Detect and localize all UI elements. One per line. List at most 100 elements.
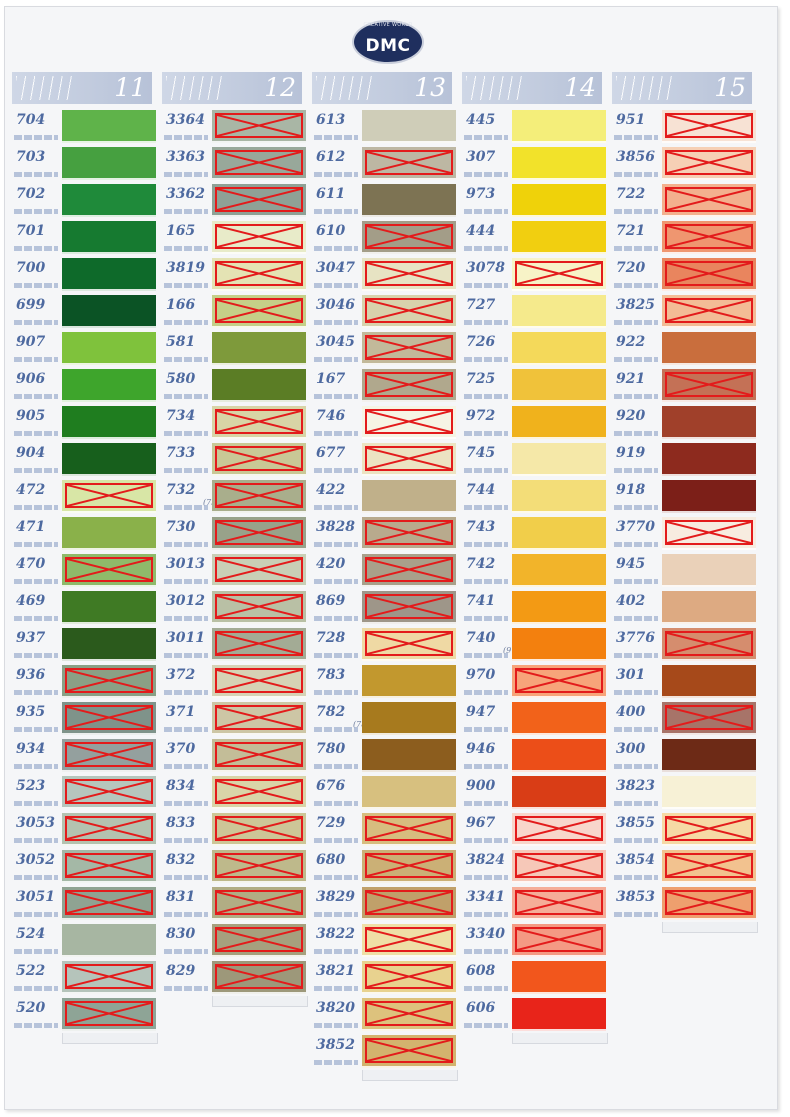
thread-swatch (62, 295, 156, 328)
crossed-out-mark (365, 853, 453, 878)
thread-swatch (362, 443, 456, 476)
row-marker (614, 209, 658, 214)
crossed-out-mark (215, 631, 303, 656)
swatch-row: 613 (312, 108, 456, 145)
row-marker (164, 172, 208, 177)
row-marker (614, 431, 658, 436)
swatch-row: 520 (12, 996, 156, 1033)
color-code: 3051 (16, 889, 55, 905)
row-marker (464, 875, 508, 880)
color-code: 744 (466, 482, 496, 498)
column-header: 15 (612, 72, 752, 104)
thread-swatch (512, 998, 606, 1031)
row-marker (464, 764, 508, 769)
column-header: 14 (462, 72, 602, 104)
swatch-row: 3828 (312, 515, 456, 552)
color-code: 3824 (466, 852, 505, 868)
color-code: 422 (316, 482, 346, 498)
color-code: 746 (316, 408, 346, 424)
thread-swatch (212, 221, 306, 254)
crossed-out-mark (65, 668, 153, 693)
crossed-out-mark (365, 927, 453, 952)
thread-swatch (512, 517, 606, 550)
color-code: 906 (16, 371, 46, 387)
swatch-row: 3341 (462, 885, 606, 922)
crossed-out-mark (365, 409, 453, 434)
color-code: 920 (616, 408, 646, 424)
row-marker (614, 616, 658, 621)
swatch-row: 3853 (612, 885, 756, 922)
swatch-row: 3340 (462, 922, 606, 959)
row-marker (464, 283, 508, 288)
thread-swatch (662, 332, 756, 365)
thread-swatch (62, 702, 156, 735)
thread-swatch (362, 258, 456, 291)
column-13: 13 613 612 611 610 3047 3046 3045 167 746 677 422 38… (312, 72, 458, 1081)
color-code: 613 (316, 112, 346, 128)
color-code: 946 (466, 741, 496, 757)
row-marker (14, 246, 58, 251)
column-12: 12 3364 3363 3362 165 3819 166 581 580 734 733 732(… (162, 72, 308, 1007)
color-code: 970 (466, 667, 496, 683)
crossed-out-mark (215, 224, 303, 249)
thread-swatch (512, 924, 606, 957)
swatch-row: 402 (612, 589, 756, 626)
color-code: 741 (466, 593, 496, 609)
color-code: 703 (16, 149, 46, 165)
swatch-row: 470 (12, 552, 156, 589)
swatch-row: 702 (12, 182, 156, 219)
crossed-out-mark (365, 261, 453, 286)
thread-swatch (362, 739, 456, 772)
swatch-row: 472 (12, 478, 156, 515)
row-marker (164, 653, 208, 658)
row-marker (614, 505, 658, 510)
row-marker (464, 801, 508, 806)
swatch-row: 3822 (312, 922, 456, 959)
color-code: 704 (16, 112, 46, 128)
swatch-row: 832 (162, 848, 306, 885)
thread-swatch (212, 591, 306, 624)
row-marker (164, 135, 208, 140)
swatch-row: 743 (462, 515, 606, 552)
swatch-row: 581 (162, 330, 306, 367)
color-code: 934 (16, 741, 46, 757)
row-marker (14, 912, 58, 917)
row-marker (14, 172, 58, 177)
crossed-out-mark (665, 113, 753, 138)
swatch-row: 445 (462, 108, 606, 145)
thread-swatch (62, 443, 156, 476)
crossed-out-mark (365, 446, 453, 471)
swatch-row: 3012 (162, 589, 306, 626)
row-marker (14, 764, 58, 769)
row-marker (164, 912, 208, 917)
thread-swatch (62, 887, 156, 920)
swatch-row: 947 (462, 700, 606, 737)
color-code: 782 (316, 704, 346, 720)
crossed-out-mark (65, 1001, 153, 1026)
crossed-out-mark (665, 372, 753, 397)
thread-swatch (662, 776, 756, 809)
row-marker (14, 875, 58, 880)
thread-swatch (62, 184, 156, 217)
crossed-out-mark (215, 705, 303, 730)
crossed-out-mark (215, 557, 303, 582)
row-marker (614, 283, 658, 288)
swatch-row: 937 (12, 626, 156, 663)
thread-swatch (362, 702, 456, 735)
crossed-out-mark (65, 483, 153, 508)
row-marker (164, 246, 208, 251)
crossed-out-mark (365, 372, 453, 397)
color-code: 743 (466, 519, 496, 535)
color-code: 3819 (166, 260, 205, 276)
color-code: 918 (616, 482, 646, 498)
column-header: 12 (162, 72, 302, 104)
crossed-out-mark (665, 890, 753, 915)
swatch-row: 676 (312, 774, 456, 811)
color-code: 921 (616, 371, 646, 387)
row-marker (314, 209, 358, 214)
row-marker (464, 1023, 508, 1028)
color-code: 307 (466, 149, 496, 165)
row-marker (614, 690, 658, 695)
thread-swatch (512, 591, 606, 624)
crossed-out-mark (665, 224, 753, 249)
